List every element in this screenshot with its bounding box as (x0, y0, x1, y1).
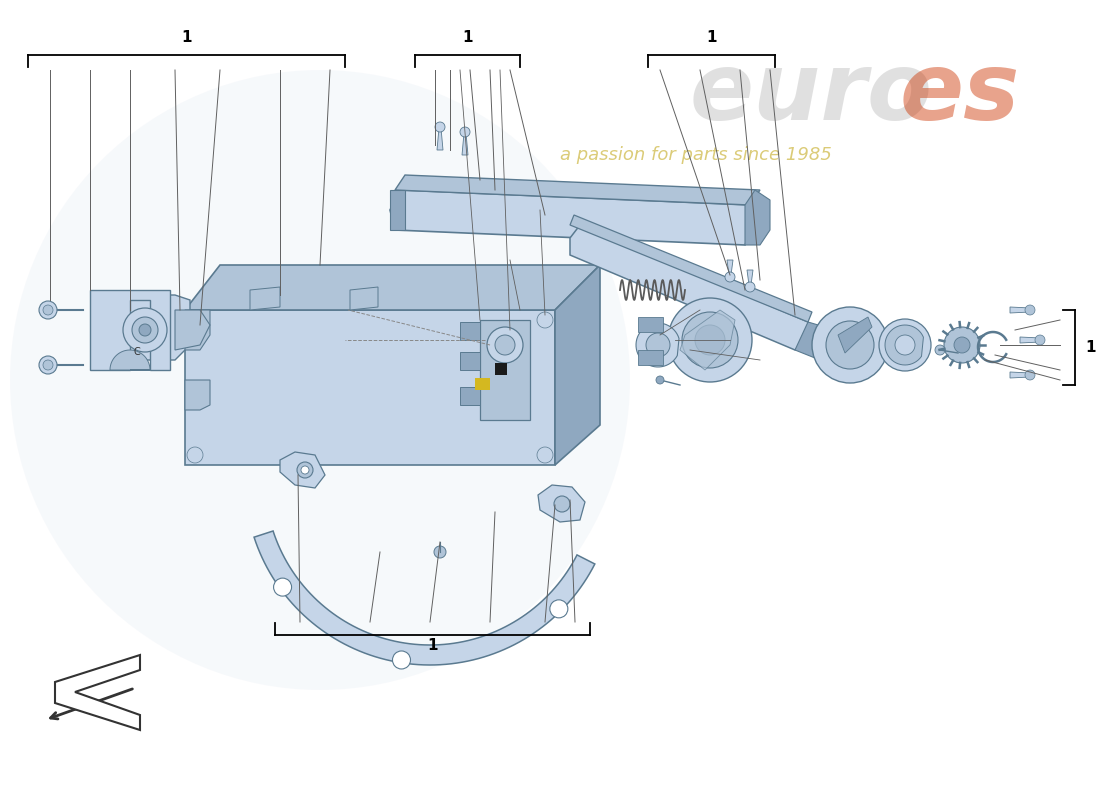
Polygon shape (480, 320, 530, 420)
Circle shape (132, 317, 158, 343)
Circle shape (879, 319, 931, 371)
Polygon shape (110, 350, 150, 370)
Polygon shape (175, 310, 210, 350)
Circle shape (43, 360, 53, 370)
Circle shape (460, 127, 470, 137)
Polygon shape (538, 485, 585, 522)
Polygon shape (638, 350, 663, 365)
Circle shape (944, 327, 980, 363)
Polygon shape (636, 323, 679, 367)
Text: a passion for parts since 1985: a passion for parts since 1985 (560, 146, 832, 164)
Polygon shape (254, 531, 595, 665)
Circle shape (656, 376, 664, 384)
Polygon shape (680, 310, 735, 370)
Polygon shape (185, 265, 600, 310)
Circle shape (393, 651, 410, 669)
Polygon shape (250, 287, 280, 310)
Polygon shape (556, 265, 600, 465)
Polygon shape (437, 128, 443, 150)
Polygon shape (55, 655, 140, 730)
Circle shape (682, 312, 738, 368)
Polygon shape (185, 310, 556, 465)
Polygon shape (280, 452, 324, 488)
Circle shape (812, 307, 888, 383)
Circle shape (1025, 305, 1035, 315)
Polygon shape (460, 352, 480, 370)
Circle shape (274, 578, 292, 596)
Circle shape (646, 333, 670, 357)
Circle shape (954, 337, 970, 353)
Circle shape (187, 447, 204, 463)
Polygon shape (460, 387, 480, 405)
Circle shape (10, 70, 630, 690)
Circle shape (39, 301, 57, 319)
Polygon shape (395, 175, 760, 205)
Polygon shape (462, 133, 468, 155)
Circle shape (550, 600, 568, 618)
Circle shape (43, 305, 53, 315)
Polygon shape (1010, 307, 1030, 313)
Text: C: C (133, 347, 140, 357)
Circle shape (935, 345, 945, 355)
Circle shape (301, 466, 309, 474)
Polygon shape (460, 322, 480, 340)
Polygon shape (90, 290, 170, 370)
Text: 1: 1 (1085, 340, 1096, 355)
Polygon shape (390, 190, 405, 230)
Circle shape (495, 335, 515, 355)
Polygon shape (185, 380, 210, 410)
Polygon shape (727, 260, 733, 275)
Circle shape (123, 308, 167, 352)
Polygon shape (570, 215, 812, 322)
Polygon shape (638, 317, 663, 332)
Circle shape (554, 496, 570, 512)
Polygon shape (795, 322, 835, 360)
Circle shape (1035, 335, 1045, 345)
Polygon shape (570, 225, 808, 350)
Circle shape (537, 447, 553, 463)
Circle shape (487, 327, 522, 363)
Circle shape (139, 324, 151, 336)
Text: es: es (900, 48, 1021, 140)
Text: 1: 1 (427, 638, 438, 653)
Polygon shape (745, 190, 770, 245)
Circle shape (668, 298, 752, 382)
Polygon shape (747, 270, 754, 285)
Circle shape (1025, 370, 1035, 380)
Polygon shape (95, 295, 190, 360)
Text: euro: euro (690, 48, 933, 140)
Bar (475, 378, 490, 390)
Polygon shape (390, 190, 755, 245)
Polygon shape (185, 310, 210, 350)
Polygon shape (1020, 337, 1040, 343)
Circle shape (39, 356, 57, 374)
Circle shape (695, 325, 725, 355)
Text: 1: 1 (706, 30, 717, 45)
Circle shape (537, 312, 553, 328)
Polygon shape (886, 325, 923, 365)
Polygon shape (838, 317, 872, 353)
Polygon shape (350, 287, 378, 310)
Circle shape (434, 546, 446, 558)
Bar (495, 363, 507, 375)
Text: 1: 1 (182, 30, 191, 45)
Text: 1: 1 (462, 30, 473, 45)
Polygon shape (1010, 372, 1030, 378)
Circle shape (297, 462, 313, 478)
Circle shape (826, 321, 875, 369)
Circle shape (745, 282, 755, 292)
Circle shape (187, 312, 204, 328)
Circle shape (895, 335, 915, 355)
Circle shape (434, 122, 446, 132)
Circle shape (725, 272, 735, 282)
